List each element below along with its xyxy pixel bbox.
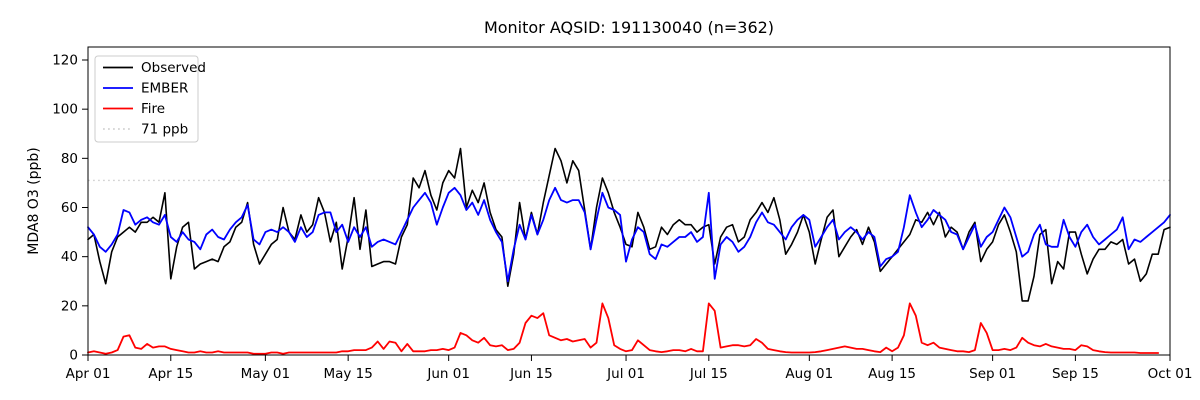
- x-tick-label: Oct 01: [1148, 366, 1193, 382]
- plot-frame: [87, 46, 1171, 356]
- y-tick-label: 120: [52, 53, 78, 69]
- x-tick-label: May 01: [241, 366, 290, 382]
- ember-line: [87, 186, 1171, 283]
- x-tick-label: Aug 15: [868, 366, 916, 382]
- y-tick-label: 0: [69, 348, 78, 364]
- legend-label-ember: EMBER: [141, 81, 188, 97]
- x-tick-label: Sep 01: [969, 366, 1016, 382]
- x-tick-label: Jul 01: [606, 366, 645, 382]
- y-tick-label: 40: [61, 249, 78, 265]
- fire-line: [87, 302, 1160, 355]
- x-tick-label: Apr 01: [66, 366, 111, 382]
- observed-line: [87, 147, 1171, 302]
- legend-label-fire: Fire: [141, 101, 165, 117]
- y-tick-label: 20: [61, 298, 78, 314]
- legend-box: [94, 55, 199, 143]
- x-tick-label: Aug 01: [785, 366, 833, 382]
- y-axis-label: MDA8 O3 (ppb): [26, 147, 42, 255]
- x-tick-label: Jun 15: [509, 366, 553, 382]
- legend-label-71-ppb: 71 ppb: [141, 122, 188, 138]
- legend-label-observed: Observed: [141, 60, 206, 76]
- x-tick-label: May 15: [323, 366, 372, 382]
- y-tick-label: 60: [61, 200, 78, 216]
- plot-area: 0 20 40 60 80 100 120 Apr 01 Apr 15 May 01 May 15 J…: [52, 46, 1193, 382]
- chart-title: Monitor AQSID: 191130040 (n=362): [484, 18, 774, 37]
- x-tick-label: Jul 15: [689, 366, 728, 382]
- y-tick-label: 80: [61, 151, 78, 167]
- x-tick-label: Jun 01: [426, 366, 470, 382]
- x-tick-label: Sep 15: [1052, 366, 1099, 382]
- y-tick-label: 100: [52, 102, 78, 118]
- x-tick-label: Apr 15: [148, 366, 193, 382]
